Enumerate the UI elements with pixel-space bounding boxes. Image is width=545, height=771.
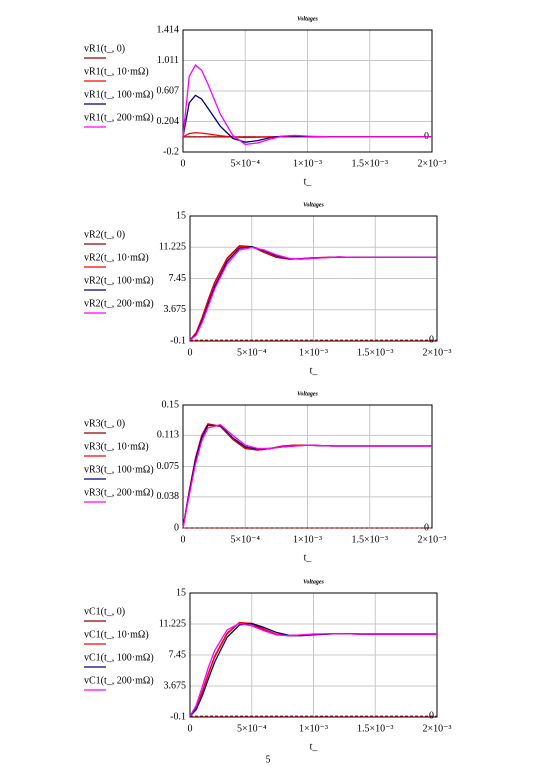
x-tick-label: 5×10⁻⁴ (237, 347, 267, 358)
x-axis-label: t_ (304, 176, 313, 187)
y-tick-label: 0.038 (157, 491, 180, 502)
x-tick-label: 2×10⁻³ (423, 347, 452, 358)
y-tick-label: 11.225 (159, 242, 186, 253)
x-tick-label: 2×10⁻³ (418, 158, 447, 169)
y-tick-label: 7.45 (169, 273, 187, 284)
x-tick-label: 0 (188, 723, 193, 734)
x-tick-label: 1×10⁻³ (293, 158, 322, 169)
y-tick-label: 0 (174, 522, 179, 533)
series-line (189, 246, 437, 341)
y-tick-label: 3.675 (164, 304, 187, 315)
y-tick-label: -0.1 (170, 711, 186, 722)
y-tick-label: 11.225 (159, 618, 186, 629)
x-tick-label: 1.5×10⁻³ (352, 534, 388, 545)
x-tick-label: 1×10⁻³ (299, 347, 328, 358)
y-tick-label: 0.607 (157, 85, 180, 96)
chart-title: Voltages (303, 202, 324, 208)
legend-label: vR2(t_, 0) (84, 229, 125, 240)
legend-label: vR1(t_, 100·mΩ) (84, 89, 154, 100)
x-tick-label: 2×10⁻³ (418, 534, 447, 545)
legend-label: vR3(t_, 10·mΩ) (84, 441, 149, 452)
legend-label: vR3(t_, 0) (84, 418, 125, 429)
plot-frame (189, 215, 438, 342)
series-line (182, 423, 432, 529)
x-tick-label: 5×10⁻⁴ (231, 158, 261, 169)
legend-label: vR1(t_, 200·mΩ) (84, 112, 154, 123)
chart-title: Voltages (303, 579, 324, 585)
y-tick-label: 15 (176, 587, 186, 598)
legend-label: vC1(t_, 100·mΩ) (84, 652, 154, 663)
marker-label: 0 (429, 710, 434, 721)
y-tick-label: 0.15 (162, 399, 180, 410)
x-axis-label: t_ (310, 741, 319, 752)
x-axis-label: t_ (310, 365, 319, 376)
legend-label: vC1(t_, 200·mΩ) (84, 675, 154, 686)
marker-label: 0 (424, 522, 429, 533)
legend-label: vC1(t_, 10·mΩ) (84, 629, 149, 640)
x-tick-label: 0 (181, 534, 186, 545)
chart-title: Voltages (297, 16, 318, 22)
y-tick-label: 1.011 (157, 55, 179, 66)
x-tick-label: 5×10⁻⁴ (231, 534, 261, 545)
y-tick-label: 0.075 (157, 461, 180, 472)
plot-frame (182, 29, 433, 153)
x-tick-label: 1.5×10⁻³ (357, 723, 393, 734)
y-tick-label: 7.45 (169, 649, 187, 660)
x-tick-label: 1.5×10⁻³ (357, 347, 393, 358)
y-tick-label: 1.414 (157, 24, 180, 35)
legend-label: vR2(t_, 200·mΩ) (84, 298, 154, 309)
legend-label: vR3(t_, 100·mΩ) (84, 464, 154, 475)
plot-frame (189, 592, 438, 718)
x-tick-label: 1×10⁻³ (299, 723, 328, 734)
y-tick-label: 15 (176, 210, 186, 221)
series-line (182, 64, 432, 146)
x-tick-label: 1×10⁻³ (293, 534, 322, 545)
chart-title: Voltages (297, 391, 318, 397)
x-tick-label: 5×10⁻⁴ (237, 723, 267, 734)
legend-label: vR2(t_, 100·mΩ) (84, 275, 154, 286)
y-tick-label: -0.1 (170, 335, 186, 346)
marker-label: 0 (429, 334, 434, 345)
plot-frame (182, 404, 433, 529)
legend-label: vR1(t_, 10·mΩ) (84, 66, 149, 77)
x-axis-label: t_ (304, 552, 313, 563)
page-number: 5 (266, 754, 271, 765)
legend-label: vR3(t_, 200·mΩ) (84, 487, 154, 498)
y-tick-label: 3.675 (164, 680, 187, 691)
x-tick-label: 1.5×10⁻³ (352, 158, 388, 169)
y-tick-label: 0.204 (157, 116, 180, 127)
x-tick-label: 2×10⁻³ (423, 723, 452, 734)
y-tick-label: -0.2 (163, 146, 179, 157)
legend-label: vC1(t_, 0) (84, 606, 125, 617)
legend-label: vR1(t_, 0) (84, 43, 125, 54)
series-line (189, 622, 437, 717)
y-tick-label: 0.113 (157, 430, 179, 441)
legend-label: vR2(t_, 10·mΩ) (84, 252, 149, 263)
x-tick-label: 0 (188, 347, 193, 358)
x-tick-label: 0 (181, 158, 186, 169)
